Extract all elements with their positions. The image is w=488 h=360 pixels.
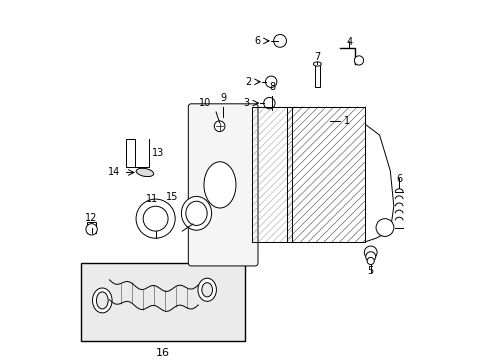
FancyBboxPatch shape (188, 104, 258, 266)
Text: 3: 3 (243, 98, 249, 108)
Circle shape (365, 252, 375, 262)
Circle shape (86, 224, 97, 235)
Circle shape (364, 246, 376, 259)
Bar (87, 222, 96, 233)
Bar (286, 107, 365, 242)
Circle shape (214, 121, 224, 131)
Text: 6: 6 (395, 174, 402, 184)
Ellipse shape (313, 62, 321, 66)
Text: 6: 6 (254, 36, 260, 46)
Bar (314, 64, 319, 87)
Circle shape (366, 257, 373, 265)
Text: 9: 9 (220, 93, 226, 103)
Ellipse shape (203, 162, 236, 208)
Text: 14: 14 (107, 167, 120, 177)
Text: 13: 13 (152, 148, 164, 158)
Ellipse shape (136, 168, 153, 177)
Text: 11: 11 (145, 194, 158, 204)
Ellipse shape (92, 288, 112, 313)
Ellipse shape (181, 197, 211, 230)
Circle shape (273, 35, 286, 47)
Text: 2: 2 (245, 77, 251, 87)
Bar (251, 107, 292, 242)
Text: 1: 1 (344, 116, 349, 126)
Bar (251, 107, 292, 242)
Circle shape (136, 199, 175, 238)
Text: 7: 7 (314, 51, 320, 62)
Circle shape (263, 98, 275, 109)
Circle shape (265, 76, 276, 87)
Text: 10: 10 (199, 98, 211, 108)
Ellipse shape (96, 292, 108, 309)
Circle shape (354, 56, 363, 65)
Text: 8: 8 (268, 82, 275, 93)
Ellipse shape (202, 283, 212, 297)
Circle shape (375, 219, 393, 237)
Bar (126, 139, 135, 167)
Text: 12: 12 (85, 213, 98, 223)
Text: 5: 5 (367, 266, 373, 275)
Ellipse shape (198, 278, 216, 301)
Text: 4: 4 (346, 37, 352, 47)
Circle shape (143, 206, 168, 231)
Text: 15: 15 (166, 192, 178, 202)
Bar (286, 107, 365, 242)
Ellipse shape (185, 201, 207, 225)
Text: 16: 16 (155, 348, 169, 359)
Bar (81, 263, 244, 341)
